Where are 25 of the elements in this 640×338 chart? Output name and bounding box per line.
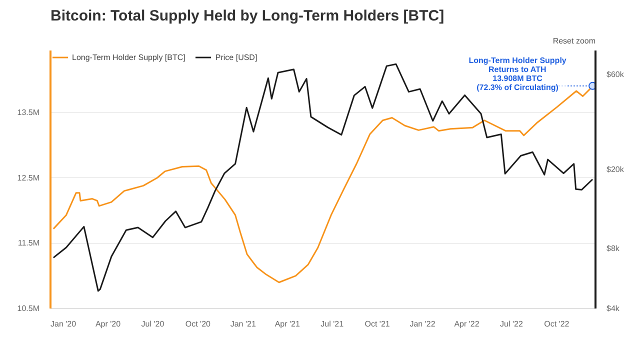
x-tick-label: Jul '22 bbox=[500, 320, 524, 328]
y2-tick-label: $20k bbox=[606, 164, 625, 174]
y-tick-label: 10.5M bbox=[17, 304, 40, 313]
x-tick-label: Apr '20 bbox=[95, 320, 122, 328]
y-tick-label: 11.5M bbox=[18, 238, 40, 248]
x-tick-label: Jul '21 bbox=[320, 320, 344, 328]
y-tick-label: 12.5M bbox=[17, 173, 40, 182]
x-tick-label: Apr '22 bbox=[454, 320, 480, 328]
y-tick-label: 13.5M bbox=[17, 108, 40, 118]
chart-title: Bitcoin: Total Supply Held by Long-Term Holders [BTC] bbox=[50, 8, 444, 24]
y2-tick-label: $8k bbox=[606, 244, 620, 254]
x-tick-label: Oct '22 bbox=[544, 320, 570, 328]
x-tick-label: Jan '22 bbox=[410, 320, 436, 328]
x-tick-label: Jan '20 bbox=[50, 320, 77, 328]
x-tick-label: Apr '21 bbox=[274, 320, 300, 328]
text: Reset zoom bbox=[552, 36, 596, 46]
annotation: Long-Term Holder Supply Returns to ATH 13.908M BTC (72.3% of Circulating) bbox=[468, 56, 567, 92]
legend-label: Long-Term Holder Supply [BTC] bbox=[72, 52, 186, 62]
y2-tick-label: $60k bbox=[606, 70, 625, 79]
legend-label: Price [USD] bbox=[215, 52, 258, 62]
x-tick-label: Oct '21 bbox=[364, 320, 390, 328]
x-tick-label: Jan '21 bbox=[230, 320, 256, 328]
x-tick-label: Jul '20 bbox=[141, 320, 165, 328]
x-tick-label: Oct '20 bbox=[185, 320, 212, 328]
y2-tick-label: $4k bbox=[606, 304, 620, 313]
